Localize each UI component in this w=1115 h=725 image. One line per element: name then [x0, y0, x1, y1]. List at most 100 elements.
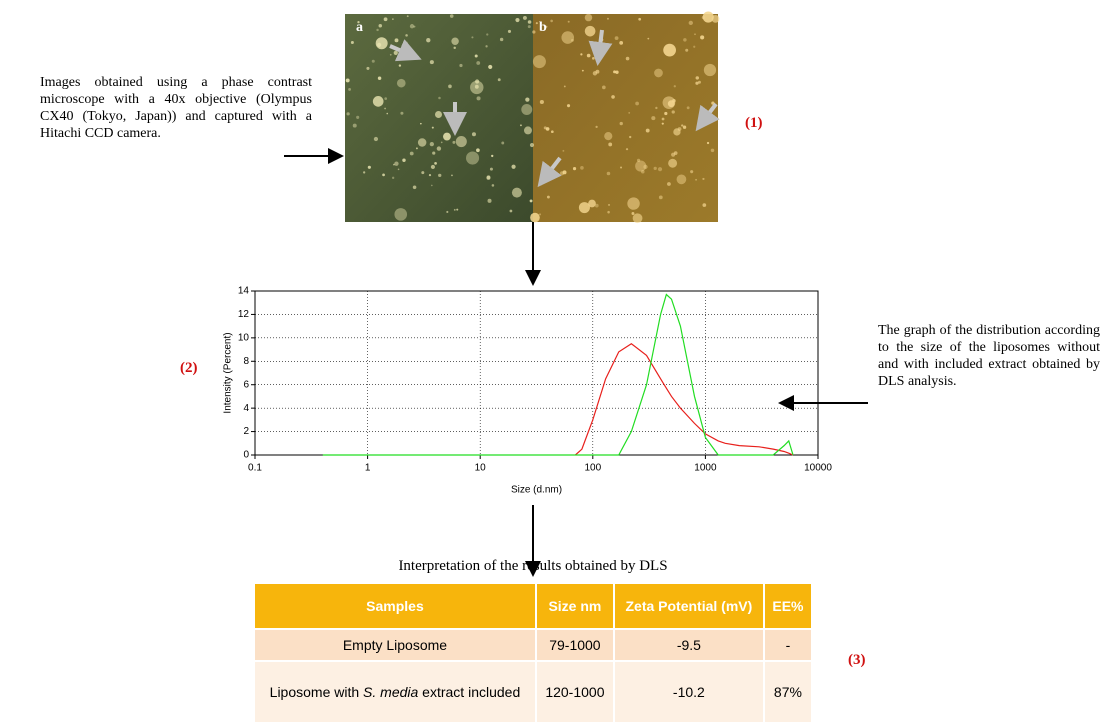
particle	[671, 153, 675, 157]
particle	[432, 127, 434, 129]
cell-text: S. media	[363, 684, 418, 700]
particle	[475, 54, 478, 57]
particle	[525, 98, 529, 102]
particle	[681, 124, 683, 126]
table-cell: 87%	[764, 661, 812, 723]
particle	[452, 141, 455, 144]
particle	[456, 209, 458, 211]
particle	[421, 171, 424, 174]
particle	[394, 208, 407, 221]
particle	[454, 209, 456, 211]
particle	[394, 162, 398, 166]
particle	[585, 14, 592, 21]
panel-label: a	[356, 20, 363, 35]
particle	[416, 147, 418, 149]
particle	[523, 16, 527, 20]
particle	[475, 85, 479, 89]
particle	[608, 143, 612, 147]
particle	[434, 162, 437, 165]
particle	[563, 170, 567, 174]
particle	[368, 166, 371, 169]
y-tick-label: 8	[243, 356, 249, 367]
particle	[399, 64, 401, 66]
particle	[629, 136, 631, 138]
particle	[690, 170, 693, 173]
particle	[638, 18, 641, 21]
particle	[695, 179, 697, 181]
particle	[539, 213, 541, 215]
particle	[438, 97, 441, 100]
particle	[418, 138, 426, 146]
particle	[373, 96, 384, 107]
particle	[662, 118, 665, 121]
particle	[488, 65, 492, 69]
particle	[626, 148, 628, 150]
particle	[536, 22, 538, 24]
particle	[438, 174, 441, 177]
microscope-image	[345, 12, 719, 224]
particle	[658, 167, 662, 171]
particle	[604, 132, 612, 140]
particle	[400, 112, 403, 115]
table-row: Liposome with S. media extract included1…	[254, 661, 812, 723]
particle	[533, 55, 546, 68]
particle	[696, 76, 699, 79]
particle	[702, 16, 705, 19]
y-tick-label: 14	[238, 286, 250, 297]
table-cell: -9.5	[614, 629, 764, 661]
particle	[430, 142, 434, 146]
particle	[626, 57, 630, 61]
label: (3)	[848, 652, 866, 669]
particle	[647, 38, 649, 40]
particle	[392, 177, 394, 179]
particle	[397, 79, 406, 88]
particle	[587, 54, 591, 58]
particle	[392, 18, 394, 20]
particle	[472, 132, 476, 136]
table-cell: -	[764, 629, 812, 661]
particle	[613, 70, 616, 73]
cell-text: extract included	[418, 684, 520, 700]
table-cell: Empty Liposome	[254, 629, 536, 661]
y-tick-label: 2	[243, 426, 249, 437]
particle	[608, 204, 610, 206]
particle	[431, 185, 433, 187]
particle	[532, 30, 535, 33]
x-tick-label: 0.1	[248, 463, 262, 474]
particle	[664, 112, 667, 115]
y-tick-label: 0	[243, 450, 249, 461]
particle	[582, 70, 584, 72]
particle	[635, 102, 639, 106]
particle	[435, 111, 442, 118]
particle	[500, 38, 503, 41]
particle	[580, 53, 582, 55]
particle	[410, 152, 414, 156]
particle	[667, 182, 671, 186]
particle	[476, 61, 480, 65]
right-note: The graph of the distribution according …	[878, 322, 1100, 390]
particle	[486, 33, 488, 35]
particle	[573, 167, 576, 170]
particle	[402, 159, 405, 162]
particle	[512, 188, 522, 198]
particle	[426, 38, 430, 42]
particle	[466, 152, 479, 165]
x-tick-label: 10000	[804, 463, 832, 474]
particle	[363, 171, 365, 173]
particle	[477, 96, 481, 100]
particle	[677, 174, 687, 184]
particle	[694, 33, 696, 35]
particle	[430, 60, 434, 64]
particle	[490, 168, 493, 171]
particle	[685, 49, 688, 52]
series-line	[575, 344, 793, 455]
particle	[683, 38, 686, 41]
particle	[596, 70, 600, 74]
particle	[615, 36, 619, 40]
table-cell: -10.2	[614, 661, 764, 723]
particle	[678, 127, 682, 131]
particle	[501, 142, 504, 145]
particle	[351, 41, 354, 44]
particle	[547, 196, 550, 199]
particle	[651, 116, 655, 120]
